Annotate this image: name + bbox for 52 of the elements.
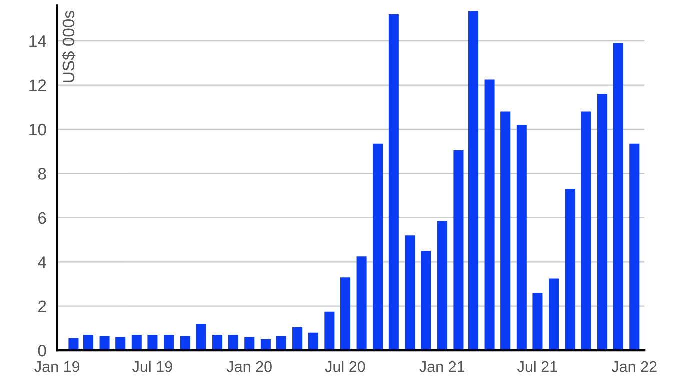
bar	[164, 335, 174, 351]
y-tick-label: 10	[30, 124, 46, 136]
bar	[244, 337, 255, 351]
bar	[532, 293, 543, 351]
x-tick-label: Jan 21	[420, 361, 465, 372]
bar	[148, 335, 158, 351]
bar	[132, 335, 142, 351]
bar	[516, 125, 527, 351]
bar	[388, 14, 399, 351]
bar	[308, 332, 318, 351]
y-tick-label: 2	[38, 300, 46, 312]
y-axis-title: US$ 000s	[62, 11, 76, 82]
bar	[292, 327, 303, 351]
x-tick-label: Jan 20	[226, 361, 272, 372]
x-tick-label: Jan 22	[612, 361, 657, 372]
bar	[549, 278, 560, 351]
bar	[613, 43, 624, 351]
bar	[196, 324, 206, 351]
y-tick-label: 8	[38, 168, 46, 180]
x-tick-label: Jul 20	[325, 360, 366, 372]
bar	[405, 236, 416, 351]
bar	[116, 337, 126, 351]
y-tick-label: 0	[38, 344, 46, 357]
bar	[260, 340, 271, 351]
y-tick-label: 12	[30, 80, 46, 92]
bar	[468, 11, 478, 351]
x-tick-label: Jul 19	[132, 360, 172, 372]
bar	[597, 94, 608, 351]
bar	[83, 335, 94, 351]
bar	[180, 336, 190, 351]
bar	[581, 112, 592, 351]
bar	[228, 335, 238, 351]
x-tick-label: Jul 21	[518, 360, 558, 372]
bar	[500, 112, 511, 351]
y-tick-label: 4	[38, 256, 46, 268]
bar	[340, 278, 350, 351]
bar	[565, 189, 576, 351]
x-tick-label: Jan 19	[34, 361, 80, 372]
bar	[630, 144, 640, 351]
bar	[437, 221, 448, 351]
bar	[100, 336, 110, 351]
bar	[421, 251, 432, 351]
bar	[454, 150, 464, 351]
bar	[373, 144, 384, 351]
y-tick-label: 6	[38, 212, 46, 224]
bar	[324, 312, 335, 351]
bar	[356, 256, 367, 351]
bar	[68, 338, 79, 351]
bar	[212, 335, 222, 351]
bar	[484, 80, 495, 351]
y-tick-label: 14	[30, 36, 46, 48]
bar	[276, 336, 286, 351]
